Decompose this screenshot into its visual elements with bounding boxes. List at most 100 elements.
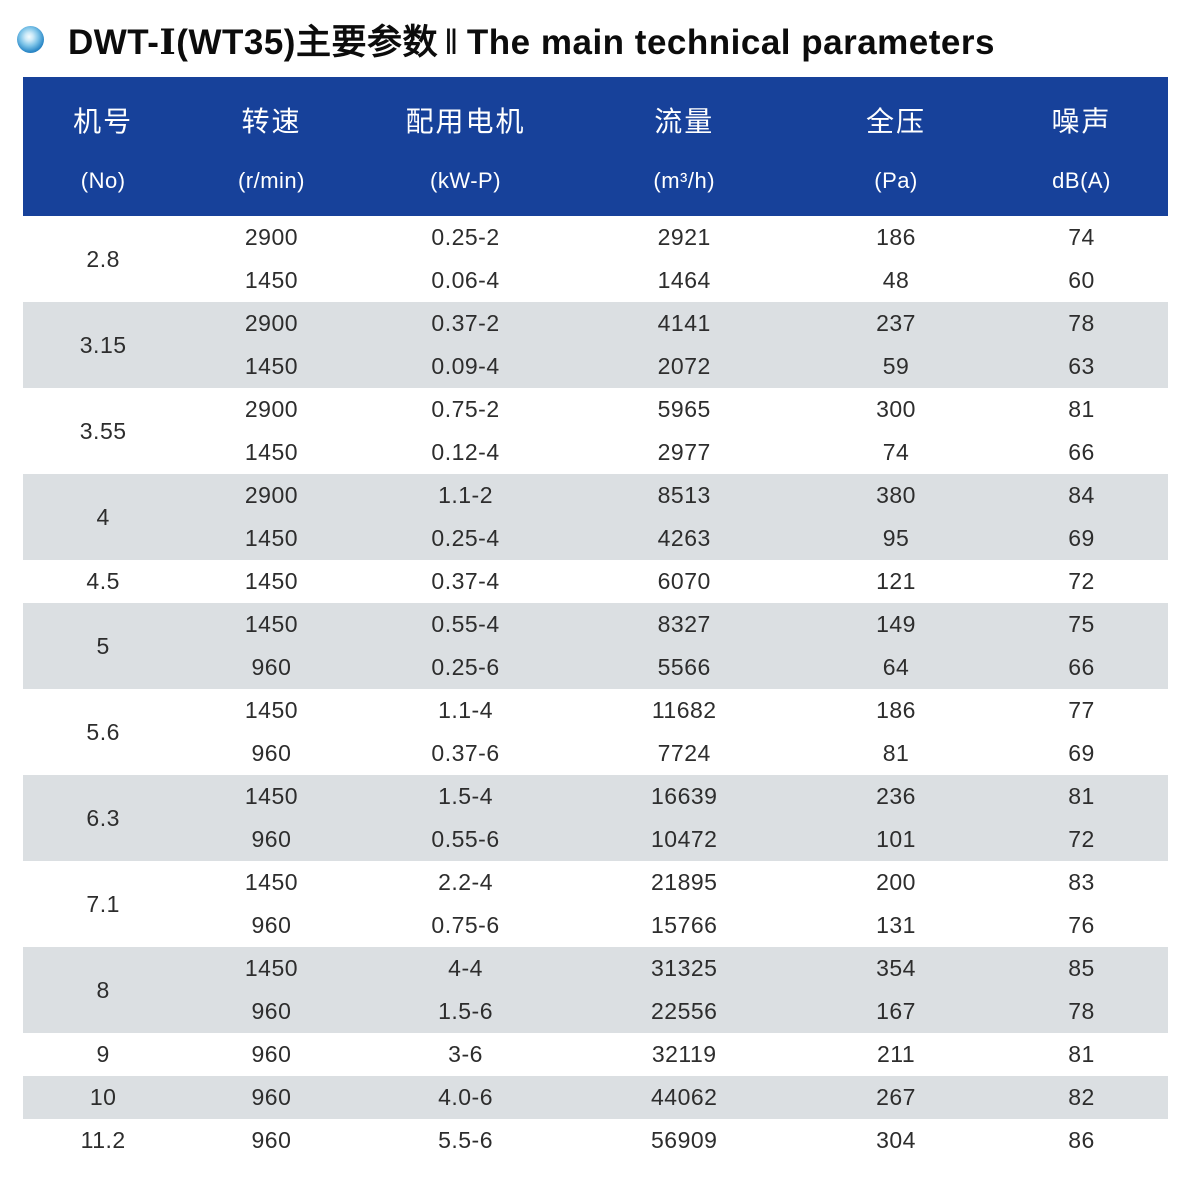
cell-motor: 0.25-6 bbox=[359, 646, 572, 689]
cell-flow: 5566 bbox=[571, 646, 797, 689]
cell-model-no: 4 bbox=[23, 474, 184, 560]
column-header-noise-zh: 噪声 bbox=[1051, 105, 1112, 137]
cell-flow: 8513 bbox=[571, 474, 797, 517]
cell-flow: 1464 bbox=[657, 267, 711, 293]
column-header-flow: 流量 (m³/h) bbox=[571, 77, 797, 216]
cell-speed: 960 bbox=[251, 1041, 292, 1067]
cell-pressure: 300 bbox=[876, 396, 916, 422]
cell-flow: 2977 bbox=[657, 439, 711, 465]
table-body: 2.8 2900 0.25-2 2921 186 74 1450 0.06-4 1464 48 60… bbox=[23, 216, 1168, 1162]
cell-noise: 78 bbox=[995, 990, 1168, 1033]
page-title: DWT-Ⅰ(WT35)主要参数 ‖ The main technical param… bbox=[68, 14, 995, 65]
cell-speed: 1450 bbox=[183, 775, 360, 818]
cell-speed: 2900 bbox=[183, 474, 360, 517]
table-row: 6.3 1450 1.5-4 16639 236 81 bbox=[23, 775, 1168, 861]
cell-motor: 0.75-2 bbox=[431, 396, 500, 422]
table-row: 2.8 2900 0.25-2 2921 186 74 bbox=[23, 216, 1168, 272]
column-header-motor-en: (kW-P) bbox=[430, 167, 502, 193]
cell-noise: 66 bbox=[1068, 439, 1095, 465]
cell-speed: 960 bbox=[183, 646, 360, 689]
cell-pressure: 304 bbox=[876, 1127, 916, 1153]
cell-motor: 1.5-4 bbox=[359, 775, 572, 818]
cell-model-no: 5.6 bbox=[86, 718, 120, 745]
cell-pressure: 48 bbox=[882, 267, 910, 293]
cell-pressure: 167 bbox=[797, 990, 996, 1033]
cell-motor: 0.37-6 bbox=[431, 740, 500, 766]
column-header-no-en: (No) bbox=[80, 167, 126, 193]
cell-motor: 0.55-6 bbox=[359, 818, 572, 861]
cell-noise: 82 bbox=[995, 1076, 1168, 1119]
cell-noise: 72 bbox=[995, 818, 1168, 861]
cell-pressure: 236 bbox=[797, 775, 996, 818]
cell-noise: 77 bbox=[1068, 697, 1095, 723]
cell-model-no: 3.55 bbox=[79, 417, 127, 444]
cell-pressure: 131 bbox=[876, 912, 916, 938]
column-header-speed: 转速 (r/min) bbox=[183, 77, 360, 216]
cell-speed: 1450 bbox=[244, 697, 299, 723]
cell-speed: 2900 bbox=[244, 224, 299, 250]
table-row: 960 0.37-6 7724 81 69 bbox=[23, 732, 1168, 775]
table-row: 3.15 2900 0.37-2 4141 237 78 bbox=[23, 302, 1168, 388]
cell-pressure: 81 bbox=[882, 740, 910, 766]
table-row: 960 0.25-6 5566 64 66 bbox=[23, 646, 1168, 689]
cell-pressure: 59 bbox=[797, 345, 996, 388]
table-row: 960 0.55-6 10472 101 72 bbox=[23, 818, 1168, 861]
cell-pressure: 237 bbox=[797, 302, 996, 345]
cell-pressure: 211 bbox=[876, 1041, 916, 1067]
cell-noise: 66 bbox=[995, 646, 1168, 689]
cell-model-no: 4.5 bbox=[86, 568, 120, 594]
cell-speed: 960 bbox=[183, 990, 360, 1033]
table-row: 11.2 960 5.5-6 56909 304 86 bbox=[23, 1119, 1168, 1162]
cell-pressure: 74 bbox=[882, 439, 910, 465]
cell-flow: 21895 bbox=[650, 869, 718, 895]
table-row: 3.55 2900 0.75-2 5965 300 81 bbox=[23, 388, 1168, 444]
cell-speed: 1450 bbox=[183, 603, 360, 646]
cell-flow: 10472 bbox=[571, 818, 797, 861]
cell-noise: 76 bbox=[1068, 912, 1095, 938]
cell-model-no: 8 bbox=[23, 947, 184, 1033]
parameters-table: 机号 (No) 转速 (r/min) 配用电机 (kW-P) 流量 (m³/h) 全压 (Pa) 噪… bbox=[23, 77, 1168, 1162]
cell-noise: 85 bbox=[995, 947, 1168, 990]
cell-speed: 2900 bbox=[244, 396, 299, 422]
cell-noise: 81 bbox=[1068, 1041, 1095, 1067]
column-header-flow-zh: 流量 bbox=[654, 105, 715, 137]
cell-motor: 0.06-4 bbox=[431, 267, 500, 293]
column-header-speed-en: (r/min) bbox=[237, 167, 305, 193]
cell-pressure: 64 bbox=[797, 646, 996, 689]
cell-pressure: 267 bbox=[797, 1076, 996, 1119]
column-header-pressure-en: (Pa) bbox=[874, 167, 918, 193]
cell-speed: 1450 bbox=[183, 345, 360, 388]
cell-pressure: 95 bbox=[797, 517, 996, 560]
table-row: 1450 0.12-4 2977 74 66 bbox=[23, 431, 1168, 474]
cell-pressure: 186 bbox=[876, 224, 916, 250]
table-header-row: 机号 (No) 转速 (r/min) 配用电机 (kW-P) 流量 (m³/h) 全压 (Pa) 噪… bbox=[23, 77, 1168, 216]
cell-noise: 75 bbox=[995, 603, 1168, 646]
cell-pressure: 186 bbox=[876, 697, 916, 723]
cell-speed: 960 bbox=[251, 1127, 292, 1153]
table-row: 1450 0.06-4 1464 48 60 bbox=[23, 259, 1168, 302]
cell-motor: 4-4 bbox=[359, 947, 572, 990]
column-header-pressure: 全压 (Pa) bbox=[797, 77, 996, 216]
table-row: 4.5 1450 0.37-4 6070 121 72 bbox=[23, 560, 1168, 603]
cell-noise: 78 bbox=[995, 302, 1168, 345]
cell-flow: 44062 bbox=[571, 1076, 797, 1119]
cell-motor: 0.25-4 bbox=[359, 517, 572, 560]
cell-flow: 2072 bbox=[571, 345, 797, 388]
table-row: 960 1.5-6 22556 167 78 bbox=[23, 990, 1168, 1033]
cell-flow: 7724 bbox=[657, 740, 711, 766]
cell-noise: 81 bbox=[995, 775, 1168, 818]
table-row: 10 960 4.0-6 44062 267 82 bbox=[23, 1076, 1168, 1119]
cell-model-no: 3.15 bbox=[23, 302, 184, 388]
cell-speed: 960 bbox=[251, 740, 292, 766]
cell-noise: 83 bbox=[1068, 869, 1095, 895]
cell-model-no: 9 bbox=[96, 1041, 110, 1067]
cell-pressure: 380 bbox=[797, 474, 996, 517]
cell-motor: 0.09-4 bbox=[359, 345, 572, 388]
column-header-speed-zh: 转速 bbox=[241, 105, 302, 137]
cell-flow: 5965 bbox=[657, 396, 711, 422]
cell-motor: 0.37-4 bbox=[431, 568, 500, 594]
column-header-motor-zh: 配用电机 bbox=[405, 105, 526, 137]
cell-pressure: 200 bbox=[876, 869, 916, 895]
column-header-noise: 噪声 dB(A) bbox=[995, 77, 1168, 216]
cell-flow: 4141 bbox=[571, 302, 797, 345]
